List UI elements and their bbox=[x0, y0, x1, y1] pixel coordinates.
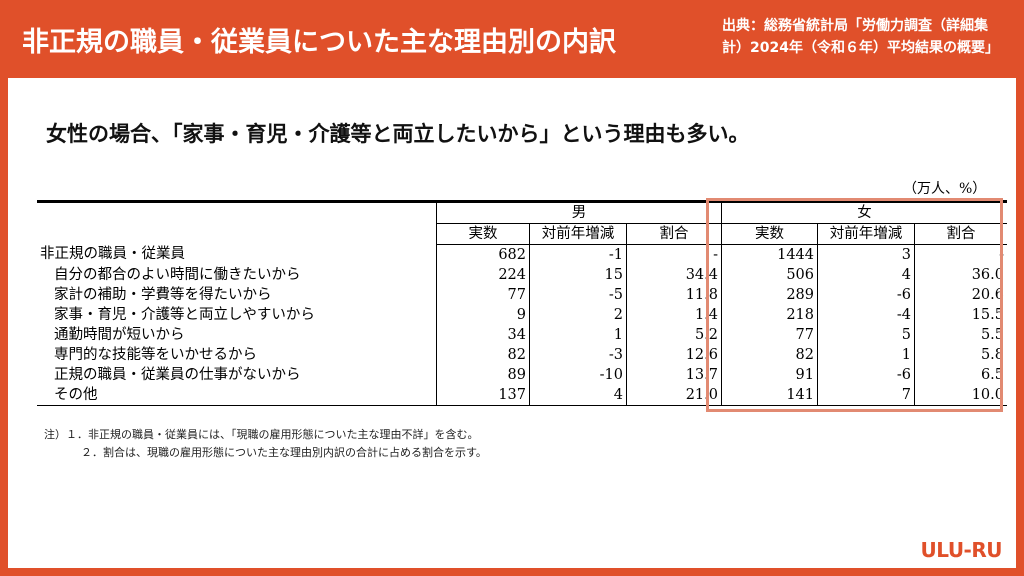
table-row: 非正規の職員・従業員 682 -1-1444 3- bbox=[37, 244, 1007, 265]
table-row: 家事・育児・介護等と両立しやすいから 9 2 1.4 218 -4 15.5 bbox=[37, 305, 1007, 325]
cell: 2 bbox=[529, 305, 627, 325]
header-row: 男女 bbox=[37, 200, 1007, 224]
cell: 506 bbox=[721, 265, 818, 285]
cell: 91 bbox=[721, 365, 818, 385]
cell: 12.6 bbox=[626, 345, 722, 365]
content: 女性の場合、「家事・育児・介護等と両立したいから」という理由も多い。 （万人、%… bbox=[8, 78, 1016, 568]
table: 男女実数 対前年増減 割合 実数 対前年増減 割合 非正規の職員・従業員 682 -1-1444… bbox=[37, 200, 1007, 406]
cell: 3 bbox=[817, 244, 915, 265]
table-row: 通勤時間が短いから 34 1 5.2 77 5 5.5 bbox=[37, 325, 1007, 345]
group-header: 男 bbox=[436, 200, 722, 224]
cell: -6 bbox=[817, 365, 915, 385]
table-row: 家計の補助・学費等を得たいから 77 -5 11.8 289 -6 20.6 bbox=[37, 285, 1007, 305]
row-label: 専門的な技能等をいかせるから bbox=[54, 346, 257, 363]
cell: -3 bbox=[529, 345, 627, 365]
corner bbox=[37, 200, 437, 224]
cell: 1444 bbox=[721, 244, 818, 265]
cell: 9 bbox=[436, 305, 530, 325]
table-row: 専門的な技能等をいかせるから 82 -3 12.6 82 1 5.8 bbox=[37, 345, 1007, 365]
row-label: 自分の都合のよい時間に働きたいから bbox=[54, 266, 301, 283]
notes: 注）１．非正規の職員・従業員には、「現職の雇用形態についた主な理由不詳」を含む。… bbox=[44, 426, 487, 462]
cell: 5.2 bbox=[626, 325, 722, 345]
cell: 89 bbox=[436, 365, 530, 385]
cell: 137 bbox=[436, 385, 530, 406]
cell: 82 bbox=[436, 345, 530, 365]
cell: 289 bbox=[721, 285, 818, 305]
column-header: 割合 bbox=[626, 223, 722, 245]
column-header: 対前年増減 bbox=[817, 223, 915, 245]
column-header: 実数 bbox=[436, 223, 530, 245]
header-row: 実数 対前年増減 割合 実数 対前年増減 割合 bbox=[37, 223, 1007, 245]
cell: 5.5 bbox=[914, 325, 1007, 345]
cell: 15 bbox=[529, 265, 627, 285]
column-header: 対前年増減 bbox=[529, 223, 627, 245]
cell: 141 bbox=[721, 385, 818, 406]
table-row: 自分の都合のよい時間に働きたいから 224 15 34.4 506 4 36.0 bbox=[37, 265, 1007, 285]
cell: -6 bbox=[817, 285, 915, 305]
unit: （万人、%） bbox=[903, 181, 987, 197]
cell: 218 bbox=[721, 305, 818, 325]
cell: 77 bbox=[721, 325, 818, 345]
cell: 1.4 bbox=[626, 305, 722, 325]
cell: -1 bbox=[529, 244, 627, 265]
row-label: 家事・育児・介護等と両立しやすいから bbox=[54, 306, 315, 323]
row-label: 通勤時間が短いから bbox=[54, 326, 185, 343]
source-line: 計）2024年（令和６年）平均結果の概要」 bbox=[722, 40, 999, 56]
note: ２．割合は、現職の雇用形態についた主な理由別内訳の合計に占める割合を示す。 bbox=[81, 446, 487, 459]
headline: 女性の場合、「家事・育児・介護等と両立したいから」という理由も多い。 bbox=[46, 122, 750, 146]
cell: 82 bbox=[721, 345, 818, 365]
logo: ULU-RU bbox=[920, 538, 1003, 562]
cell: -4 bbox=[817, 305, 915, 325]
column-header: 実数 bbox=[721, 223, 818, 245]
table-row: その他 137 4 21.0 141 7 10.0 bbox=[37, 385, 1007, 406]
cell: 21.0 bbox=[626, 385, 722, 406]
cell: 11.8 bbox=[626, 285, 722, 305]
corner bbox=[37, 224, 437, 245]
cell: 10.0 bbox=[914, 385, 1007, 406]
row-label: 家計の補助・学費等を得たいから bbox=[54, 286, 272, 303]
cell: 20.6 bbox=[914, 285, 1007, 305]
source-line: 出典：総務省統計局「労働力調査（詳細集 bbox=[722, 18, 988, 34]
table-row: 正規の職員・従業員の仕事がないから 89 -10 13.7 91 -6 6.5 bbox=[37, 365, 1007, 385]
cell: 34.4 bbox=[626, 265, 722, 285]
group-header: 女 bbox=[721, 200, 1007, 224]
cell: 13.7 bbox=[626, 365, 722, 385]
cell: 682 bbox=[436, 244, 530, 265]
header: 非正規の職員・従業員についた主な理由別の内訳 出典：総務省統計局「労働力調査（詳… bbox=[0, 0, 1024, 78]
cell: 7 bbox=[817, 385, 915, 406]
title: 非正規の職員・従業員についた主な理由別の内訳 bbox=[22, 27, 616, 58]
row-label: 正規の職員・従業員の仕事がないから bbox=[54, 366, 301, 383]
cell: 77 bbox=[436, 285, 530, 305]
cell: 1 bbox=[529, 325, 627, 345]
source: 出典：総務省統計局「労働力調査（詳細集 計）2024年（令和６年）平均結果の概要… bbox=[722, 15, 999, 59]
cell: 15.5 bbox=[914, 305, 1007, 325]
cell: 6.5 bbox=[914, 365, 1007, 385]
cell: 36.0 bbox=[914, 265, 1007, 285]
cell: -5 bbox=[529, 285, 627, 305]
cell: 4 bbox=[529, 385, 627, 406]
row-label: その他 bbox=[37, 385, 437, 406]
cell: - bbox=[914, 244, 1007, 265]
row-label: 非正規の職員・従業員 bbox=[40, 246, 185, 263]
cell: 5 bbox=[817, 325, 915, 345]
cell: 1 bbox=[817, 345, 915, 365]
cell: - bbox=[626, 244, 722, 265]
cell: 5.8 bbox=[914, 345, 1007, 365]
cell: 224 bbox=[436, 265, 530, 285]
cell: -10 bbox=[529, 365, 627, 385]
cell: 34 bbox=[436, 325, 530, 345]
note: 注）１．非正規の職員・従業員には、「現職の雇用形態についた主な理由不詳」を含む。 bbox=[44, 428, 479, 441]
column-header: 割合 bbox=[914, 223, 1007, 245]
cell: 4 bbox=[817, 265, 915, 285]
